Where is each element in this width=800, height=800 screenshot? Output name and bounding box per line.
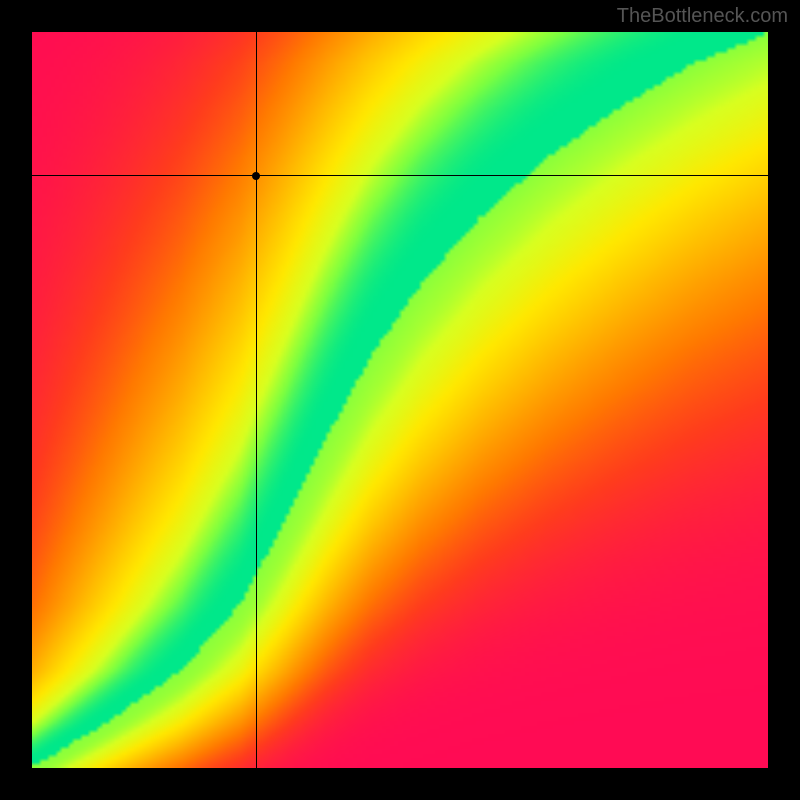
crosshair-horizontal	[32, 175, 768, 176]
watermark-text: TheBottleneck.com	[617, 5, 788, 28]
chart-container: TheBottleneck.com	[0, 0, 800, 800]
plot-area	[32, 32, 768, 768]
crosshair-vertical	[256, 32, 257, 768]
crosshair-marker	[252, 172, 260, 180]
heatmap-canvas	[32, 32, 768, 768]
